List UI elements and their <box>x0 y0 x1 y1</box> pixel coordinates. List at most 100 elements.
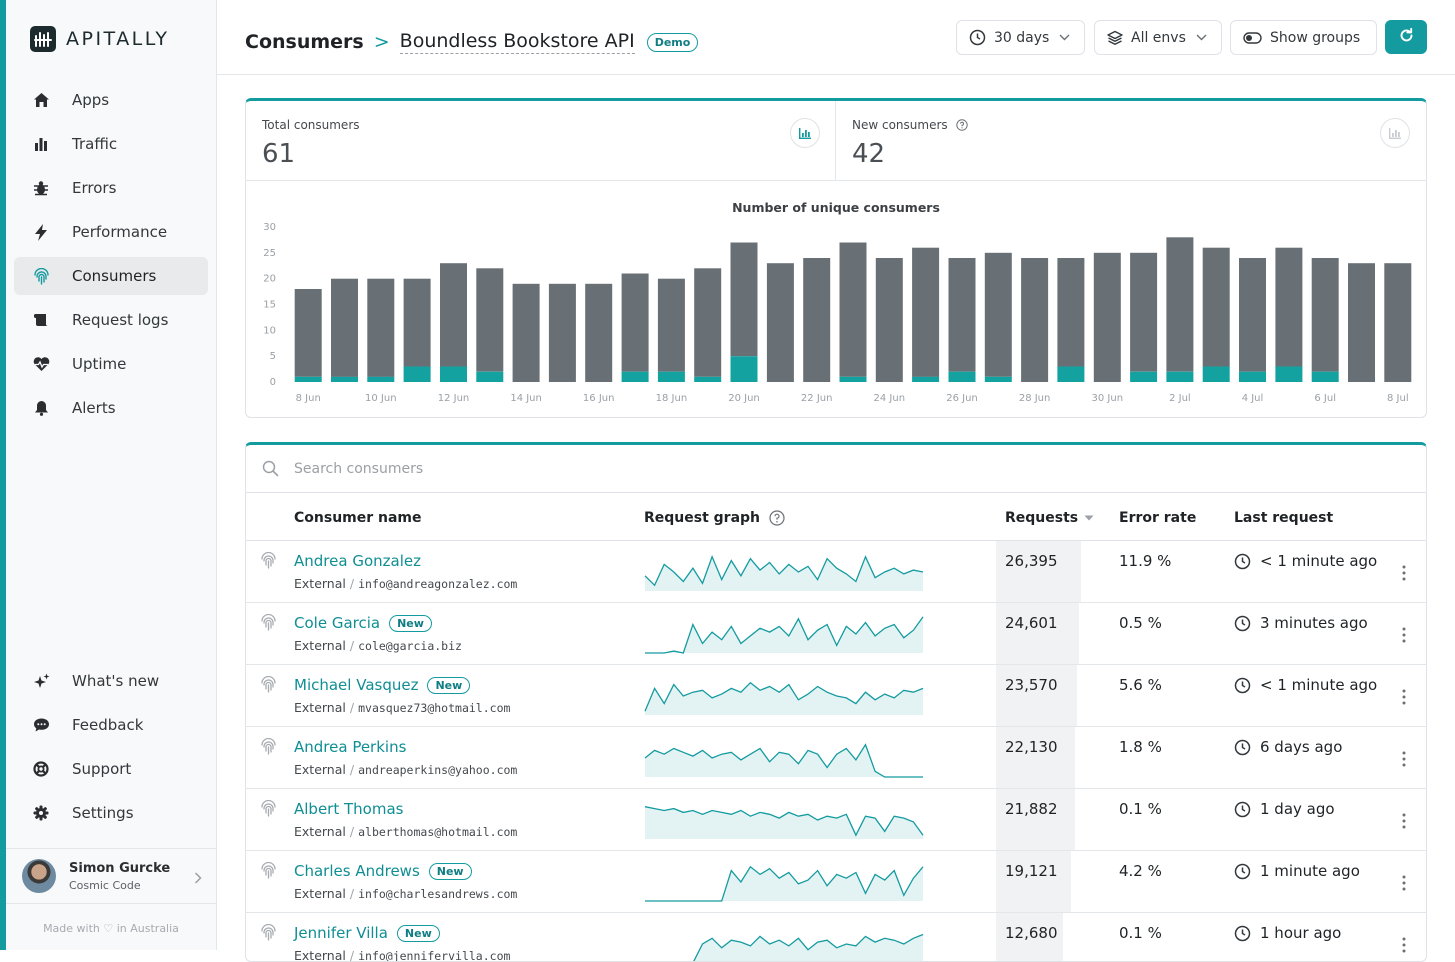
sidebar-item-request-logs[interactable]: Request logs <box>14 301 208 339</box>
bar-existing-consumers[interactable] <box>694 268 721 377</box>
bar-new-consumers[interactable] <box>1166 372 1193 382</box>
col-requests[interactable]: Requests <box>1005 510 1094 526</box>
sidebar-item-traffic[interactable]: Traffic <box>14 125 208 163</box>
bar-existing-consumers[interactable] <box>1094 253 1121 382</box>
logo[interactable]: APITALLY <box>30 26 169 52</box>
bar-existing-consumers[interactable] <box>331 279 358 377</box>
bar-new-consumers[interactable] <box>622 372 649 382</box>
sidebar-item-apps[interactable]: Apps <box>14 81 208 119</box>
bar-existing-consumers[interactable] <box>622 274 649 372</box>
bar-existing-consumers[interactable] <box>803 258 830 382</box>
sidebar-item-errors[interactable]: Errors <box>14 169 208 207</box>
bar-existing-consumers[interactable] <box>1203 248 1230 367</box>
bar-existing-consumers[interactable] <box>985 253 1012 377</box>
col-consumer-name[interactable]: Consumer name <box>294 510 422 526</box>
bar-new-consumers[interactable] <box>985 377 1012 382</box>
bar-new-consumers[interactable] <box>404 367 431 383</box>
bar-existing-consumers[interactable] <box>731 243 758 357</box>
bar-existing-consumers[interactable] <box>295 289 322 377</box>
bar-new-consumers[interactable] <box>840 377 867 382</box>
bar-existing-consumers[interactable] <box>1348 263 1375 382</box>
bar-new-consumers[interactable] <box>1312 372 1339 382</box>
sidebar-item-whats-new[interactable]: What's new <box>14 662 208 700</box>
bar-new-consumers[interactable] <box>694 377 721 382</box>
bar-existing-consumers[interactable] <box>1021 258 1048 382</box>
bar-new-consumers[interactable] <box>1275 367 1302 383</box>
consumer-name-link[interactable]: Albert Thomas <box>294 800 403 818</box>
help-icon[interactable] <box>956 119 968 131</box>
search-input[interactable] <box>294 461 894 477</box>
bar-new-consumers[interactable] <box>367 377 394 382</box>
show-groups-toggle[interactable]: Show groups <box>1230 20 1377 55</box>
bar-existing-consumers[interactable] <box>513 284 540 382</box>
bar-new-consumers[interactable] <box>331 377 358 382</box>
bar-existing-consumers[interactable] <box>876 258 903 382</box>
bar-existing-consumers[interactable] <box>1275 248 1302 367</box>
bar-new-consumers[interactable] <box>1239 372 1266 382</box>
row-menu-icon[interactable] <box>1402 751 1406 767</box>
bar-new-consumers[interactable] <box>295 377 322 382</box>
env-select[interactable]: All envs <box>1094 20 1222 55</box>
bar-existing-consumers[interactable] <box>367 279 394 377</box>
row-menu-icon[interactable] <box>1402 937 1406 953</box>
chart-toggle-icon[interactable] <box>1380 118 1410 148</box>
bar-existing-consumers[interactable] <box>1384 263 1411 382</box>
refresh-button[interactable] <box>1385 20 1427 54</box>
sidebar-item-performance[interactable]: Performance <box>14 213 208 251</box>
bar-existing-consumers[interactable] <box>912 248 939 377</box>
bar-new-consumers[interactable] <box>949 372 976 382</box>
bar-new-consumers[interactable] <box>658 372 685 382</box>
col-error-rate[interactable]: Error rate <box>1119 510 1196 526</box>
bar-existing-consumers[interactable] <box>549 284 576 382</box>
sidebar-item-support[interactable]: Support <box>14 750 208 788</box>
bar-existing-consumers[interactable] <box>949 258 976 372</box>
bar-existing-consumers[interactable] <box>1057 258 1084 367</box>
bar-new-consumers[interactable] <box>1203 367 1230 383</box>
page-title[interactable]: Consumers <box>245 31 364 53</box>
bar-existing-consumers[interactable] <box>1130 253 1157 372</box>
row-menu-icon[interactable] <box>1402 565 1406 581</box>
bar-new-consumers[interactable] <box>440 367 467 383</box>
bar-existing-consumers[interactable] <box>1312 258 1339 372</box>
row-menu-icon[interactable] <box>1402 689 1406 705</box>
bar-existing-consumers[interactable] <box>767 263 794 382</box>
bar-existing-consumers[interactable] <box>658 279 685 372</box>
help-icon[interactable] <box>769 510 785 526</box>
chart-toggle-icon[interactable] <box>790 118 820 148</box>
sidebar-item-settings[interactable]: Settings <box>14 794 208 832</box>
consumer-name-link[interactable]: Andrea Gonzalez <box>294 552 421 570</box>
bar-existing-consumers[interactable] <box>440 263 467 366</box>
period-select[interactable]: 30 days <box>956 20 1085 55</box>
row-menu-icon[interactable] <box>1402 875 1406 891</box>
sidebar-item-uptime[interactable]: Uptime <box>14 345 208 383</box>
bar-existing-consumers[interactable] <box>1239 258 1266 372</box>
bar-existing-consumers[interactable] <box>404 279 431 367</box>
bar-new-consumers[interactable] <box>731 356 758 382</box>
bar-new-consumers[interactable] <box>912 377 939 382</box>
bar-existing-consumers[interactable] <box>476 268 503 371</box>
bar-existing-consumers[interactable] <box>1166 237 1193 371</box>
bar-new-consumers[interactable] <box>476 372 503 382</box>
sidebar-item-alerts[interactable]: Alerts <box>14 389 208 427</box>
bar-existing-consumers[interactable] <box>840 243 867 377</box>
user-menu[interactable]: Simon Gurcke Cosmic Code <box>6 848 216 904</box>
consumer-name-link[interactable]: Andrea Perkins <box>294 738 406 756</box>
row-menu-icon[interactable] <box>1402 813 1406 829</box>
sidebar-item-feedback[interactable]: Feedback <box>14 706 208 744</box>
bar-existing-consumers[interactable] <box>585 284 612 382</box>
col-last-request[interactable]: Last request <box>1234 510 1333 526</box>
bar-new-consumers[interactable] <box>1057 367 1084 383</box>
bar-new-consumers[interactable] <box>1130 372 1157 382</box>
row-menu-icon[interactable] <box>1402 627 1406 643</box>
